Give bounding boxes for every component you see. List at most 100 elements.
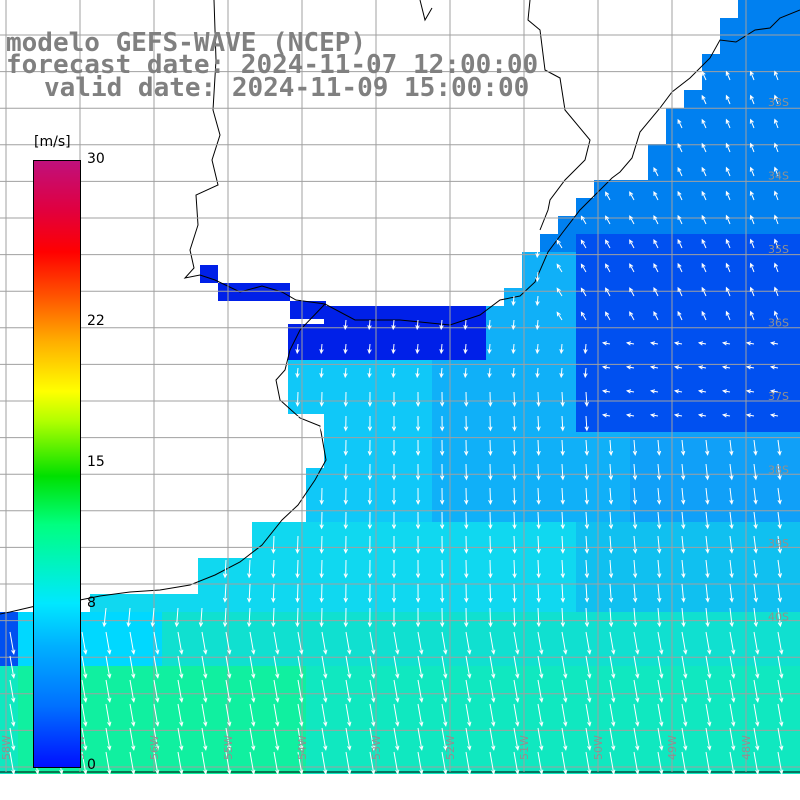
wind-speed-cell: [684, 144, 702, 162]
wind-speed-cell: [540, 234, 558, 252]
wind-arrow: [415, 343, 420, 355]
wind-arrow: [439, 415, 445, 432]
wind-speed-cell: [684, 756, 702, 774]
wind-speed-cell: [666, 720, 684, 738]
wind-speed-cell: [486, 306, 504, 324]
wind-arrow: [729, 559, 734, 579]
wind-arrow: [633, 751, 640, 775]
wind-speed-cell: [702, 342, 720, 360]
wind-speed-cell: [558, 378, 576, 396]
wind-speed-cell: [108, 702, 126, 720]
wind-arrow: [201, 679, 208, 703]
wind-speed-cell: [738, 342, 756, 360]
wind-speed-cell: [254, 283, 272, 301]
wind-arrow: [321, 727, 328, 751]
wind-arrow: [321, 655, 328, 679]
wind-speed-cell: [720, 504, 738, 522]
wind-arrow: [319, 535, 324, 554]
wind-speed-cell: [738, 108, 756, 126]
wind-speed-cell: [468, 684, 486, 702]
wind-arrow: [773, 190, 779, 201]
wind-arrow: [367, 439, 373, 456]
wind-arrow: [536, 439, 541, 456]
wind-speed-cell: [450, 684, 468, 702]
wind-arrow: [560, 559, 565, 579]
wind-speed-cell: [360, 414, 378, 432]
wind-arrow: [653, 214, 659, 225]
wind-speed-cell: [720, 162, 738, 180]
wind-arrow: [605, 191, 611, 201]
wind-speed-cell: [90, 738, 108, 756]
wind-speed-cell: [522, 702, 540, 720]
wind-speed-cell: [612, 432, 630, 450]
wind-arrow: [633, 703, 640, 727]
wind-speed-cell: [234, 738, 252, 756]
wind-arrow: [773, 286, 779, 297]
wind-arrow: [729, 607, 734, 628]
wind-arrow: [729, 703, 736, 727]
wind-speed-cell: [756, 756, 774, 774]
wind-speed-cell: [774, 90, 792, 108]
wind-speed-cell: [414, 324, 432, 342]
wind-speed-cell: [306, 594, 324, 612]
wind-speed-cell: [486, 414, 504, 432]
wind-speed-cell: [414, 432, 432, 450]
wind-speed-cell: [522, 558, 540, 576]
wind-speed-cell: [288, 540, 306, 558]
wind-arrow: [343, 391, 348, 407]
wind-speed-cell: [576, 468, 594, 486]
wind-arrow: [725, 118, 731, 129]
wind-speed-cell: [702, 414, 720, 432]
wind-speed-cell: [684, 234, 702, 252]
wind-speed-cell: [720, 360, 738, 378]
wind-arrow: [697, 389, 707, 394]
wind-speed-cell: [180, 702, 198, 720]
wind-speed-cell: [702, 162, 720, 180]
wind-speed-cell: [558, 486, 576, 504]
wind-arrow: [721, 341, 731, 346]
wind-speed-cell: [774, 594, 792, 612]
wind-arrow: [705, 631, 712, 655]
wind-arrow: [321, 631, 328, 655]
wind-arrow: [488, 439, 493, 456]
wind-speed-cell: [378, 720, 396, 738]
wind-speed-cell: [630, 540, 648, 558]
wind-arrow: [749, 118, 755, 129]
wind-speed-cell: [468, 342, 486, 360]
wind-speed-cell: [684, 324, 702, 342]
wind-arrow: [488, 487, 493, 505]
wind-speed-cell: [666, 450, 684, 468]
wind-arrow: [753, 679, 760, 703]
wind-speed-cell: [774, 558, 792, 576]
wind-arrow: [417, 727, 424, 751]
wind-arrow: [81, 703, 88, 727]
wind-arrow: [319, 367, 324, 379]
wind-speed-cell: [684, 180, 702, 198]
wind-speed-cell: [504, 486, 522, 504]
wind-arrow: [681, 703, 688, 727]
latitude-label: 38S: [768, 464, 789, 477]
wind-speed-cell: [648, 666, 666, 684]
wind-speed-cell: [324, 324, 342, 342]
wind-speed-cell: [504, 738, 522, 756]
wind-speed-cell: [90, 756, 108, 774]
wind-arrow: [393, 703, 400, 727]
wind-arrow: [249, 655, 256, 679]
wind-arrow: [488, 559, 493, 579]
wind-arrow: [777, 727, 784, 751]
wind-arrow: [769, 341, 779, 346]
wind-arrow: [345, 727, 352, 751]
wind-speed-cell: [576, 306, 594, 324]
wind-arrow: [512, 583, 517, 603]
wind-arrow: [512, 511, 517, 530]
wind-speed-cell: [540, 720, 558, 738]
wind-speed-cell: [666, 360, 684, 378]
wind-arrow: [777, 511, 782, 530]
wind-speed-cell: [774, 486, 792, 504]
wind-speed-cell: [378, 324, 396, 342]
wind-speed-cell: [720, 252, 738, 270]
wind-speed-cell: [504, 558, 522, 576]
wind-arrow: [367, 319, 372, 331]
wind-speed-cell: [522, 378, 540, 396]
wind-arrow: [367, 511, 373, 530]
